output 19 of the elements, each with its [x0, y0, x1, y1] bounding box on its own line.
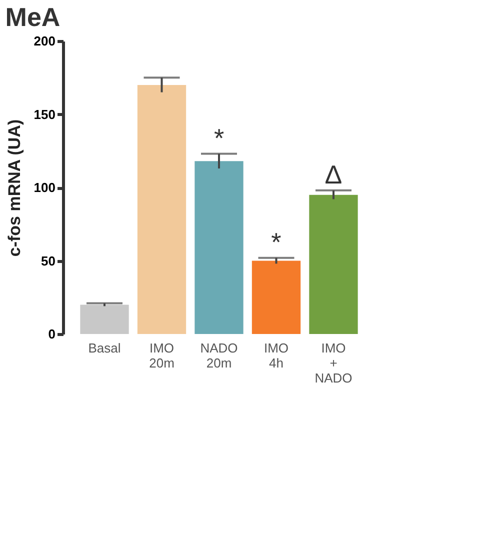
y-axis-title: c-fos mRNA (UA) [4, 119, 24, 257]
x-tick-label: IMO 4h [264, 340, 289, 370]
y-tick-label: 150 [34, 106, 56, 122]
x-tick-label: IMO 20m [149, 340, 174, 370]
y-tick-label: 200 [34, 34, 56, 48]
y-tick-label: 100 [34, 180, 56, 195]
y-tick-label: 50 [41, 253, 56, 268]
chart-title: MeA [5, 2, 60, 32]
bar [252, 260, 301, 334]
y-tick-label: 0 [48, 326, 56, 342]
bar [309, 194, 358, 334]
annotation: * [214, 122, 224, 153]
x-tick-label: NADO 20m [200, 340, 238, 370]
bar [194, 161, 244, 334]
annotation: * [271, 226, 282, 257]
x-tick-label: IMO + NADO [314, 340, 352, 386]
bar [137, 84, 186, 334]
x-tick-label: Basal [88, 340, 121, 356]
annotation: Δ [324, 159, 342, 190]
